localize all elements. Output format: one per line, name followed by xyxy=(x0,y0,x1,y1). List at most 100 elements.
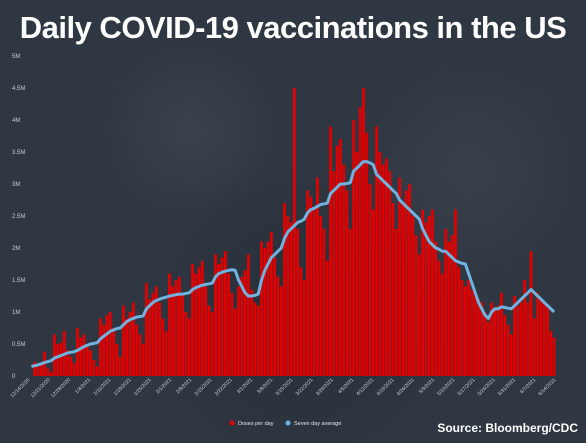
dose-bar xyxy=(371,209,375,376)
dose-bar xyxy=(296,228,300,376)
dose-bar xyxy=(503,315,507,376)
dose-bar xyxy=(516,305,520,376)
dose-bar xyxy=(33,361,37,376)
dose-bar xyxy=(66,350,69,376)
dose-bar xyxy=(243,270,247,376)
dose-bar xyxy=(92,360,96,376)
dose-bar xyxy=(53,334,56,376)
dose-bar xyxy=(335,145,339,376)
dose-bar xyxy=(391,203,395,376)
dose-bar xyxy=(154,286,158,376)
dose-bar xyxy=(519,302,523,376)
dose-bar xyxy=(260,241,263,376)
dose-bar xyxy=(207,305,211,376)
dose-bar xyxy=(194,273,198,376)
dose-bar xyxy=(171,286,175,376)
dose-bar xyxy=(470,289,474,376)
dose-bar xyxy=(532,318,536,376)
dose-bar xyxy=(115,344,119,376)
dose-bar xyxy=(89,350,92,376)
dose-bar xyxy=(477,299,480,376)
dose-bar xyxy=(549,331,553,376)
dose-bar xyxy=(191,264,194,376)
dose-bar xyxy=(460,280,464,376)
x-tick-label: 2/15/2021 xyxy=(194,377,214,397)
dose-bar xyxy=(293,88,296,376)
dose-bar xyxy=(496,305,500,376)
dose-bar xyxy=(223,251,227,376)
dose-bar xyxy=(546,305,549,376)
dose-bar xyxy=(401,203,405,376)
x-tick-label: 12/21/2020 xyxy=(30,377,52,399)
y-tick-label: 4M xyxy=(12,118,20,124)
dose-bar xyxy=(447,241,451,376)
dose-bar xyxy=(161,318,165,376)
dose-bar xyxy=(542,302,546,376)
x-tick-label: 3/8/2021 xyxy=(256,377,274,395)
dose-bar xyxy=(490,302,494,376)
dose-bar xyxy=(85,344,89,376)
y-tick-label: 1.5M xyxy=(12,278,25,284)
dose-bar xyxy=(148,299,152,376)
source-credit: Source: Bloomberg/CDC xyxy=(437,421,578,435)
dose-bar xyxy=(102,324,106,376)
dose-bar xyxy=(539,299,543,376)
dose-bar xyxy=(197,267,201,376)
dose-bar xyxy=(174,280,178,376)
dose-bar xyxy=(368,184,372,376)
dose-bar xyxy=(486,321,490,376)
dose-bar xyxy=(105,315,109,376)
dose-bar xyxy=(431,209,434,376)
dose-bar xyxy=(237,286,240,376)
dose-bar xyxy=(352,120,355,376)
dose-bar xyxy=(322,228,326,376)
x-tick-label: 3/22/2021 xyxy=(295,377,315,397)
dose-bar xyxy=(408,184,411,376)
dose-bar xyxy=(454,209,457,376)
dose-bar xyxy=(457,267,461,376)
dose-bar xyxy=(309,196,313,376)
dose-bar xyxy=(444,228,448,376)
dose-bar xyxy=(279,286,283,376)
x-tick-label: 5/31/2021 xyxy=(497,377,517,397)
x-tick-label: 4/5/2021 xyxy=(337,377,355,395)
dose-bar xyxy=(276,276,280,376)
dose-bar xyxy=(49,372,53,376)
dose-bar xyxy=(266,241,270,376)
dose-bar xyxy=(483,312,487,376)
dose-bar xyxy=(427,216,431,376)
dose-bar xyxy=(414,235,418,376)
dose-bar xyxy=(200,260,204,376)
y-tick-label: 4.5M xyxy=(12,86,25,92)
x-tick-label: 5/17/2021 xyxy=(457,377,477,397)
dose-bar xyxy=(210,312,214,376)
dose-bar xyxy=(473,292,477,376)
dose-bar xyxy=(339,139,342,376)
dose-bar xyxy=(437,260,441,376)
legend-average-label: Seven day average xyxy=(294,421,341,427)
dose-bar xyxy=(319,216,323,376)
dose-bar xyxy=(362,88,365,376)
x-tick-label: 6/14/2021 xyxy=(537,377,557,397)
dose-bar xyxy=(493,308,497,376)
dose-bar xyxy=(39,363,43,376)
dose-bar xyxy=(72,363,76,376)
legend: Doses per day Seven day average xyxy=(229,420,341,427)
dose-bar xyxy=(79,337,83,376)
dose-bar xyxy=(263,248,267,376)
dose-bar xyxy=(227,273,231,376)
dose-bar xyxy=(164,331,168,376)
x-tick-label: 3/29/2021 xyxy=(315,377,335,397)
dose-bar xyxy=(381,164,385,376)
dose-bar xyxy=(342,164,346,376)
dose-bar xyxy=(345,190,349,376)
dose-bar xyxy=(204,286,208,376)
dose-bar xyxy=(240,276,244,376)
dose-bar xyxy=(394,228,398,376)
dose-bar xyxy=(181,292,185,376)
dose-bar xyxy=(463,286,467,376)
y-tick-label: 5M xyxy=(12,54,20,60)
dose-bar xyxy=(46,368,50,376)
dose-bar xyxy=(325,260,329,376)
